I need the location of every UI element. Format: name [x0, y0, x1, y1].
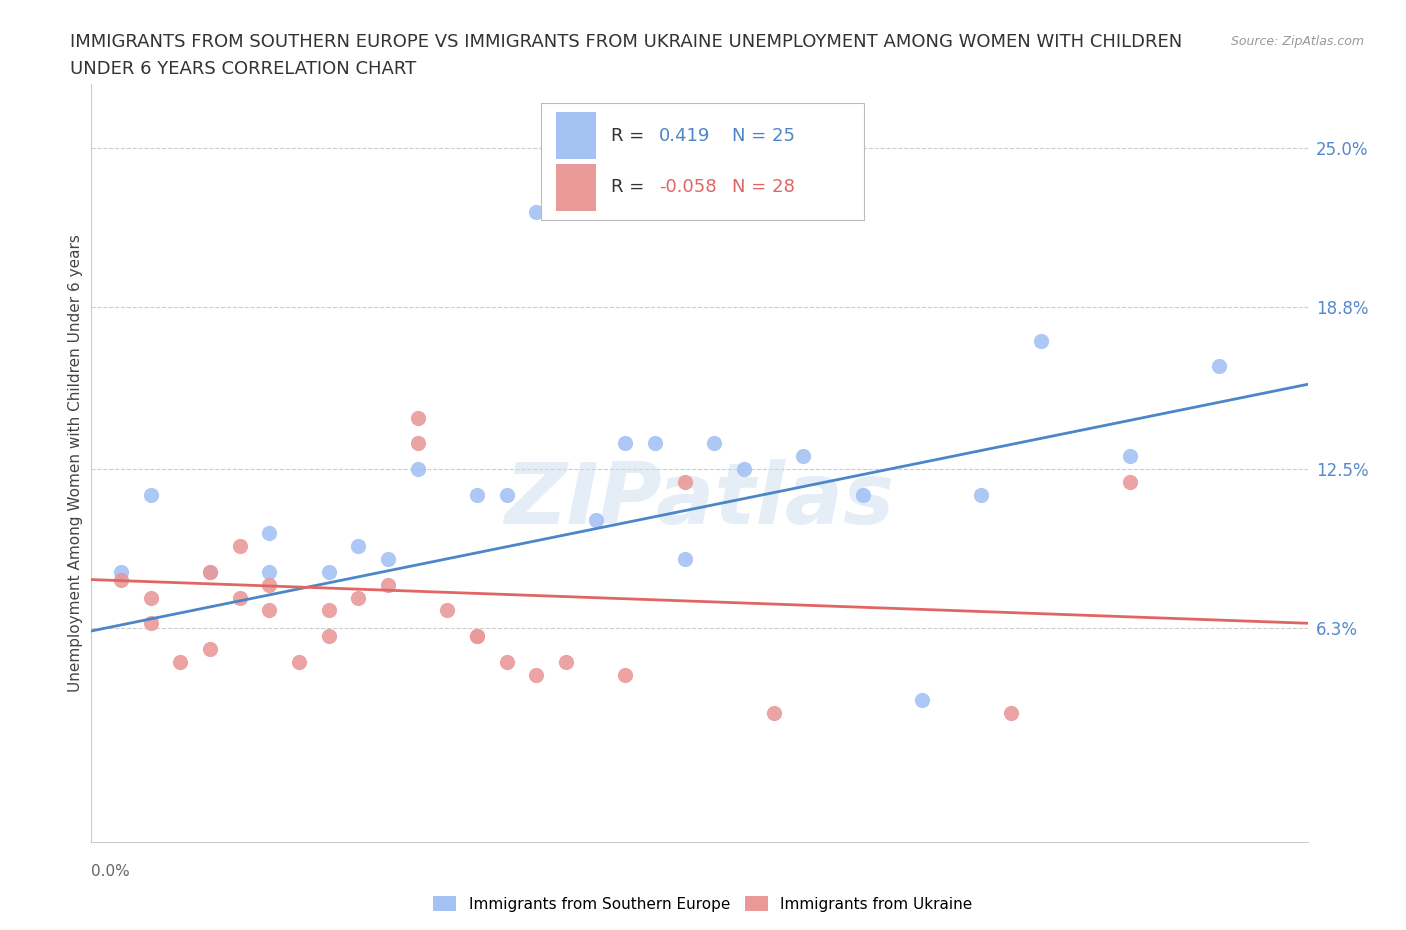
Point: [792, 449, 814, 464]
Text: R =: R =: [610, 179, 650, 196]
Point: [733, 461, 755, 476]
Point: [524, 205, 547, 219]
Text: -0.058: -0.058: [659, 179, 717, 196]
Point: [377, 578, 399, 592]
FancyBboxPatch shape: [555, 164, 596, 211]
Point: [110, 565, 132, 579]
Point: [614, 436, 637, 451]
Legend: Immigrants from Southern Europe, Immigrants from Ukraine: Immigrants from Southern Europe, Immigra…: [427, 889, 979, 918]
Point: [585, 513, 607, 528]
Point: [198, 642, 221, 657]
Point: [1118, 474, 1140, 489]
Point: [644, 436, 666, 451]
Point: [110, 572, 132, 587]
Point: [406, 436, 429, 451]
Point: [259, 525, 281, 540]
Point: [465, 629, 488, 644]
Point: [436, 603, 458, 618]
Point: [465, 629, 488, 644]
Point: [911, 693, 934, 708]
Point: [465, 487, 488, 502]
Point: [555, 655, 578, 670]
Text: 0.419: 0.419: [659, 126, 710, 144]
Text: ZIPatlas: ZIPatlas: [505, 459, 894, 542]
Text: UNDER 6 YEARS CORRELATION CHART: UNDER 6 YEARS CORRELATION CHART: [70, 60, 416, 78]
Point: [852, 487, 875, 502]
Text: R =: R =: [610, 126, 650, 144]
Point: [318, 603, 340, 618]
Point: [139, 591, 162, 605]
Text: Source: ZipAtlas.com: Source: ZipAtlas.com: [1230, 35, 1364, 48]
Point: [703, 436, 725, 451]
Y-axis label: Unemployment Among Women with Children Under 6 years: Unemployment Among Women with Children U…: [67, 233, 83, 692]
Point: [406, 410, 429, 425]
Point: [1208, 359, 1230, 374]
Point: [259, 565, 281, 579]
Point: [495, 487, 517, 502]
Point: [524, 667, 547, 682]
Point: [198, 565, 221, 579]
Point: [1000, 706, 1022, 721]
Point: [970, 487, 993, 502]
Text: N = 25: N = 25: [733, 126, 796, 144]
Point: [614, 667, 637, 682]
Text: 0.0%: 0.0%: [91, 864, 131, 880]
FancyBboxPatch shape: [555, 112, 596, 159]
Point: [318, 629, 340, 644]
Point: [377, 551, 399, 566]
Point: [673, 551, 696, 566]
Point: [1029, 333, 1052, 348]
Point: [406, 461, 429, 476]
Point: [228, 591, 250, 605]
Point: [259, 578, 281, 592]
Point: [228, 538, 250, 553]
Point: [169, 655, 191, 670]
Point: [347, 591, 370, 605]
Point: [495, 655, 517, 670]
Point: [259, 603, 281, 618]
Point: [1118, 449, 1140, 464]
Point: [198, 565, 221, 579]
Text: N = 28: N = 28: [733, 179, 796, 196]
Point: [139, 616, 162, 631]
Point: [288, 655, 311, 670]
Point: [762, 706, 785, 721]
Point: [347, 538, 370, 553]
FancyBboxPatch shape: [541, 102, 863, 220]
Point: [318, 565, 340, 579]
Point: [139, 487, 162, 502]
Text: IMMIGRANTS FROM SOUTHERN EUROPE VS IMMIGRANTS FROM UKRAINE UNEMPLOYMENT AMONG WO: IMMIGRANTS FROM SOUTHERN EUROPE VS IMMIG…: [70, 33, 1182, 50]
Point: [673, 474, 696, 489]
